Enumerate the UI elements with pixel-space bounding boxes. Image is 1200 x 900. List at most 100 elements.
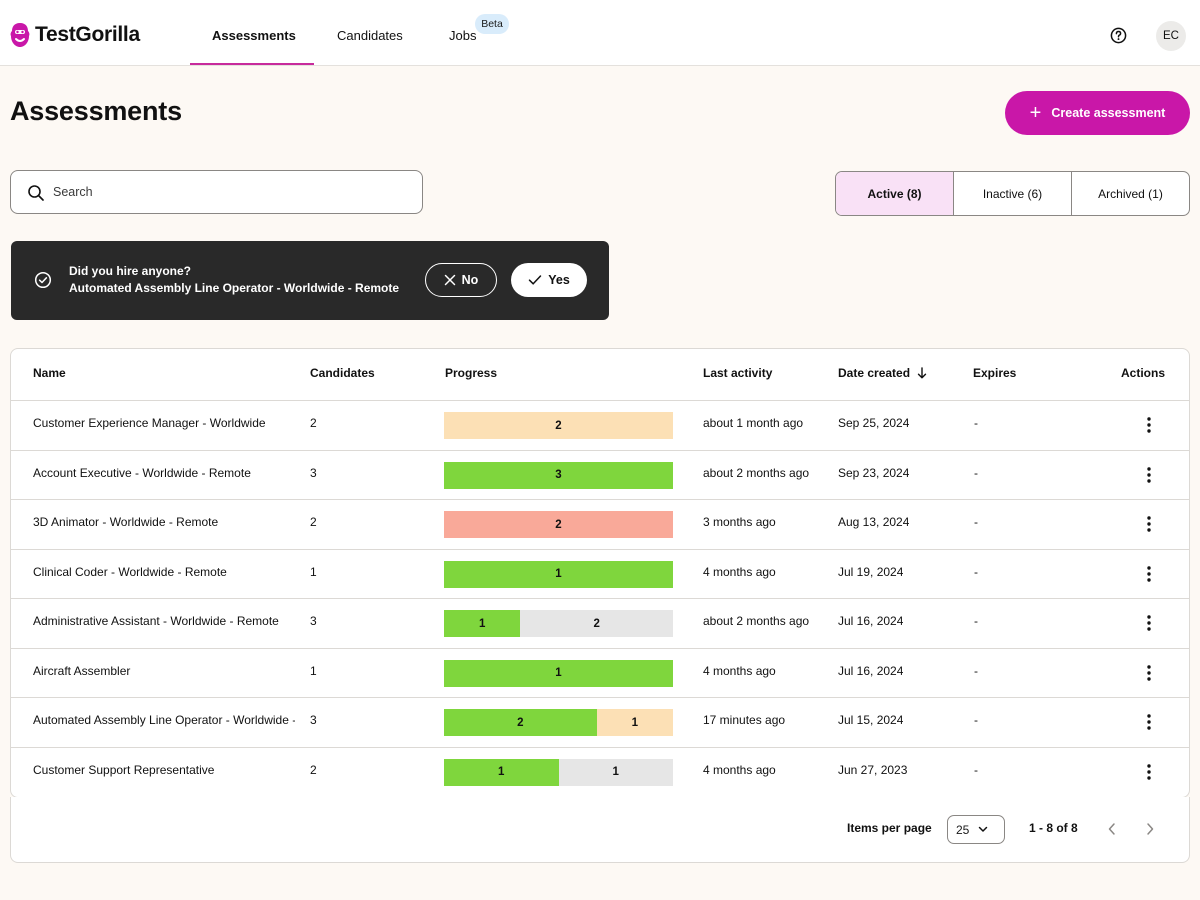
items-per-page-value: 25: [956, 822, 970, 837]
gorilla-logo-icon: [10, 23, 30, 47]
table-row[interactable]: Aircraft Assembler 1 1 4 months ago Jul 16, …: [11, 649, 1189, 698]
chevron-down-icon: [979, 826, 988, 832]
candidate-count: 2: [310, 515, 317, 529]
column-header-actions: Actions: [1121, 366, 1166, 380]
nav-assessments[interactable]: Assessments: [212, 28, 296, 43]
progress-bar: 2: [444, 511, 673, 538]
column-header-candidates[interactable]: Candidates: [310, 366, 375, 380]
search-box[interactable]: [10, 170, 423, 214]
progress-segment: 1: [444, 659, 673, 687]
progress-segment: 1: [596, 709, 673, 736]
last-activity: 4 months ago: [703, 762, 776, 777]
table-row[interactable]: Account Executive - Worldwide - Remote 3 3…: [11, 451, 1189, 500]
date-created: Jul 16, 2024: [838, 663, 904, 678]
column-header-last-activity[interactable]: Last activity: [703, 366, 773, 380]
sort-descending-icon: [918, 367, 927, 379]
date-created: Sep 25, 2024: [838, 416, 910, 430]
table-row[interactable]: 3D Animator - Worldwide - Remote 2 2 3 mont…: [11, 500, 1189, 550]
search-icon: [28, 185, 44, 201]
help-circle-icon[interactable]: [1110, 27, 1127, 44]
yes-button-label: Yes: [548, 273, 570, 287]
table-row[interactable]: Administrative Assistant - Worldwide - R…: [11, 599, 1189, 649]
last-activity: about 1 month ago: [703, 416, 804, 430]
table-row[interactable]: Customer Experience Manager - Worldwide 2…: [11, 401, 1189, 451]
assessments-table: Name Candidates Progress Last activity D…: [10, 348, 1190, 798]
status-tabs: Active (8) Inactive (6) Archived (1): [835, 171, 1190, 216]
last-activity: about 2 months ago: [703, 465, 810, 480]
table-row[interactable]: Customer Support Representative 2 1 1 4 mont…: [11, 748, 1189, 798]
more-actions-icon[interactable]: [1144, 712, 1154, 732]
date-created: Aug 13, 2024: [838, 515, 910, 529]
logo-text: TestGorilla: [35, 23, 140, 46]
previous-page-icon[interactable]: [1106, 822, 1118, 836]
logo[interactable]: TestGorilla: [10, 22, 140, 48]
no-button[interactable]: No: [425, 263, 497, 297]
progress-bar: 3: [444, 461, 673, 489]
pagination-range: 1 - 8 of 8: [1029, 821, 1078, 835]
last-activity: 17 minutes ago: [703, 713, 786, 727]
more-actions-icon[interactable]: [1144, 663, 1154, 683]
column-header-expires[interactable]: Expires: [973, 366, 1017, 380]
table-header: Name Candidates Progress Last activity D…: [11, 349, 1189, 401]
candidate-count: 3: [310, 713, 317, 727]
more-actions-icon[interactable]: [1144, 564, 1154, 584]
tab-inactive[interactable]: Inactive (6): [954, 172, 1072, 215]
assessment-name[interactable]: Administrative Assistant - Worldwide - R…: [33, 614, 279, 628]
progress-segment: 1: [444, 560, 673, 588]
assessment-name[interactable]: Automated Assembly Line Operator - World…: [33, 713, 295, 727]
items-per-page-select[interactable]: 25: [947, 815, 1005, 844]
nav-jobs[interactable]: Jobs: [449, 28, 477, 43]
tab-active[interactable]: Active (8): [836, 172, 954, 215]
last-activity: 4 months ago: [703, 663, 776, 678]
assessment-name[interactable]: Customer Support Representative: [33, 762, 215, 777]
expires: -: [974, 416, 978, 430]
progress-segment: 1: [444, 758, 559, 786]
expires: -: [974, 713, 978, 727]
assessment-name[interactable]: Customer Experience Manager - Worldwide: [33, 416, 266, 430]
expires: -: [974, 663, 978, 678]
progress-bar: 1: [444, 659, 673, 687]
nav-candidates[interactable]: Candidates: [337, 28, 403, 43]
more-actions-icon[interactable]: [1144, 415, 1154, 435]
column-header-name[interactable]: Name: [33, 366, 66, 380]
date-created: Jul 16, 2024: [838, 614, 904, 628]
assessment-name[interactable]: 3D Animator - Worldwide - Remote: [33, 515, 219, 529]
date-created: Jun 27, 2023: [838, 762, 908, 777]
create-assessment-button[interactable]: + Create assessment: [1005, 91, 1190, 135]
banner-question: Did you hire anyone?: [69, 264, 192, 278]
progress-segment: 2: [444, 709, 597, 736]
column-header-progress: Progress: [445, 366, 498, 380]
column-header-date-created[interactable]: Date created: [838, 366, 927, 380]
more-actions-icon[interactable]: [1144, 613, 1154, 633]
progress-segment: 3: [444, 461, 673, 489]
candidate-count: 2: [310, 416, 317, 430]
items-per-page-label: Items per page: [847, 821, 932, 835]
more-actions-icon[interactable]: [1144, 465, 1154, 485]
more-actions-icon[interactable]: [1144, 762, 1154, 782]
candidate-count: 1: [310, 564, 317, 579]
expires: -: [974, 465, 978, 480]
search-input[interactable]: [53, 181, 413, 203]
next-page-icon[interactable]: [1144, 822, 1156, 836]
assessment-name[interactable]: Account Executive - Worldwide - Remote: [33, 465, 251, 480]
table-row[interactable]: Clinical Coder - Worldwide - Remote 1 1 4 m…: [11, 550, 1189, 599]
table-row[interactable]: Automated Assembly Line Operator - World…: [11, 698, 1189, 748]
progress-segment: 2: [520, 610, 673, 637]
user-avatar[interactable]: EC: [1156, 21, 1186, 51]
date-created: Sep 23, 2024: [838, 465, 910, 480]
active-nav-indicator: [190, 63, 314, 65]
tab-archived[interactable]: Archived (1): [1098, 186, 1163, 201]
more-actions-icon[interactable]: [1144, 514, 1154, 534]
assessment-name[interactable]: Aircraft Assembler: [33, 663, 131, 678]
hire-feedback-banner: Did you hire anyone? Automated Assembly …: [11, 241, 609, 320]
expires: -: [974, 564, 978, 579]
candidate-count: 3: [310, 614, 317, 628]
progress-bar: 2: [444, 412, 673, 439]
expires: -: [974, 762, 978, 777]
yes-button[interactable]: Yes: [511, 263, 587, 297]
progress-bar: 1: [444, 560, 673, 588]
assessment-name[interactable]: Clinical Coder - Worldwide - Remote: [33, 564, 227, 579]
